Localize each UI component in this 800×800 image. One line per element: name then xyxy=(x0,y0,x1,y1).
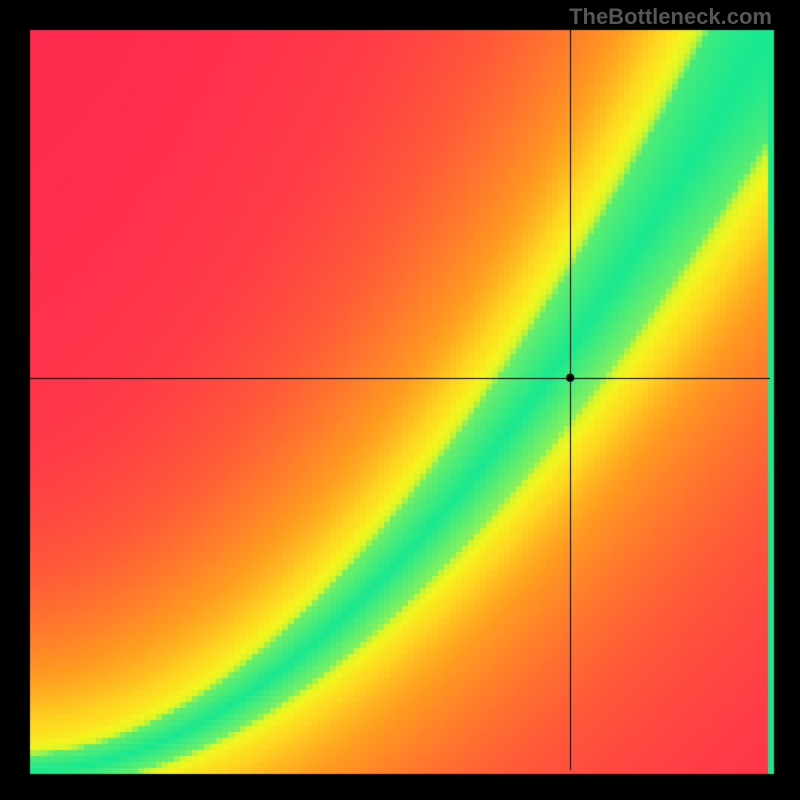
watermark-text: TheBottleneck.com xyxy=(569,4,772,30)
bottleneck-heatmap-canvas xyxy=(0,0,800,800)
